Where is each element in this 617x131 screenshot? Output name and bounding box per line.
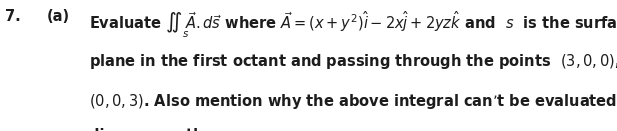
Text: plane in the first octant and passing through the points  $(3,0,0)$,  $(0,6,0)$ : plane in the first octant and passing th… [89,52,617,71]
Text: 7.: 7. [5,9,21,24]
Text: $(0,0,3)$. Also mention why the above integral can’t be evaluated using Gauss’s: $(0,0,3)$. Also mention why the above in… [89,92,617,111]
Text: (a): (a) [46,9,69,24]
Text: Evaluate $\iint_s\!\vec{A}.d\vec{s}$ where $\vec{A}=(x+y^2)\hat{i}-2x\hat{j}+2yz: Evaluate $\iint_s\!\vec{A}.d\vec{s}$ whe… [89,9,617,40]
Text: divergence theorem.: divergence theorem. [89,128,262,131]
